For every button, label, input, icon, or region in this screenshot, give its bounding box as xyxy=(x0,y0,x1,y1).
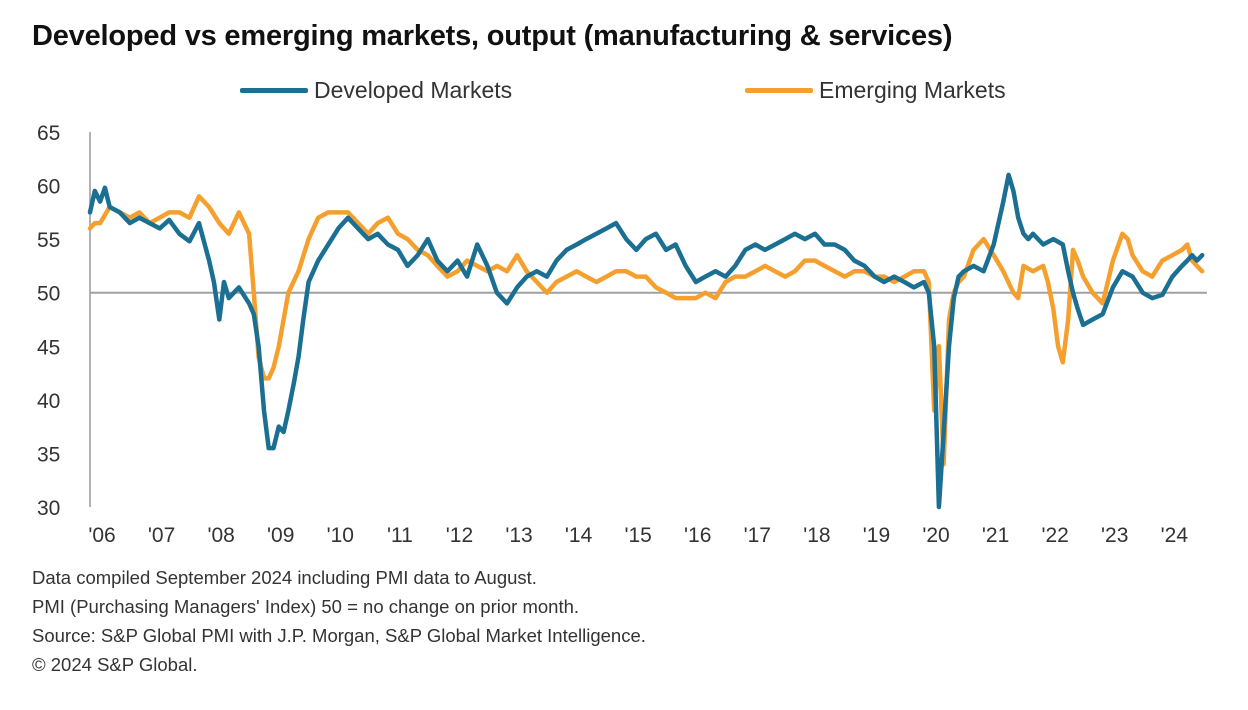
legend-label-emerging-markets: Emerging Markets xyxy=(819,76,1006,103)
legend-item-emerging-markets: Emerging Markets xyxy=(745,76,1006,104)
x-tick-label: '23 xyxy=(1101,524,1128,547)
x-tick-label: '17 xyxy=(744,524,771,547)
footnotes: Data compiled September 2024 including P… xyxy=(32,563,646,679)
x-tick-label: '09 xyxy=(267,524,294,547)
x-tick-label: '19 xyxy=(863,524,890,547)
x-tick-label: '24 xyxy=(1161,524,1189,547)
series-line-emerging-markets xyxy=(87,194,1205,467)
footnote-copyright: © 2024 S&P Global. xyxy=(32,654,198,675)
x-axis: '06 '07 '08 '09 '10 '11 '12 '13 '14 '15 '16 '17 '18 '… xyxy=(88,524,1188,547)
y-tick-label: 45 xyxy=(37,336,60,359)
y-tick-label: 60 xyxy=(37,176,60,199)
footnote-source: Source: S&P Global PMI with J.P. Morgan,… xyxy=(32,625,646,646)
legend-swatch-developed-markets xyxy=(240,87,308,93)
x-tick-label: '15 xyxy=(624,524,651,547)
y-axis: 30 35 40 45 50 55 60 65 xyxy=(37,122,91,520)
y-tick-label: 30 xyxy=(37,497,60,520)
line-chart: 30 35 40 45 50 55 60 65 '06 '07 '08 '09 '10 '11 '12 '1… xyxy=(37,122,1207,547)
x-tick-label: '10 xyxy=(327,524,354,547)
x-tick-label: '18 xyxy=(803,524,830,547)
legend-item-developed-markets: Developed Markets xyxy=(240,76,512,104)
y-tick-label: 55 xyxy=(37,229,60,252)
legend-swatch-emerging-markets xyxy=(745,87,813,93)
x-tick-label: '12 xyxy=(446,524,473,547)
x-tick-label: '21 xyxy=(982,524,1009,547)
legend-label-developed-markets: Developed Markets xyxy=(314,76,513,103)
x-tick-label: '14 xyxy=(565,524,593,547)
x-tick-label: '06 xyxy=(88,524,115,547)
y-tick-label: 50 xyxy=(37,283,60,306)
x-tick-label: '20 xyxy=(922,524,949,547)
y-tick-label: 65 xyxy=(37,122,60,145)
x-tick-label: '13 xyxy=(505,524,532,547)
footnote-pmi-definition: PMI (Purchasing Managers' Index) 50 = no… xyxy=(32,596,580,617)
chart-title: Developed vs emerging markets, output (m… xyxy=(32,20,953,52)
x-tick-label: '07 xyxy=(148,524,175,547)
footnote-data-compiled: Data compiled September 2024 including P… xyxy=(32,567,537,588)
x-tick-label: '11 xyxy=(387,524,413,547)
series-line-developed-markets xyxy=(87,172,1205,510)
x-tick-label: '16 xyxy=(684,524,711,547)
y-tick-label: 40 xyxy=(37,390,60,413)
x-tick-label: '22 xyxy=(1041,524,1068,547)
y-tick-label: 35 xyxy=(37,443,60,466)
x-tick-label: '08 xyxy=(207,524,234,547)
series-group xyxy=(87,172,1205,510)
